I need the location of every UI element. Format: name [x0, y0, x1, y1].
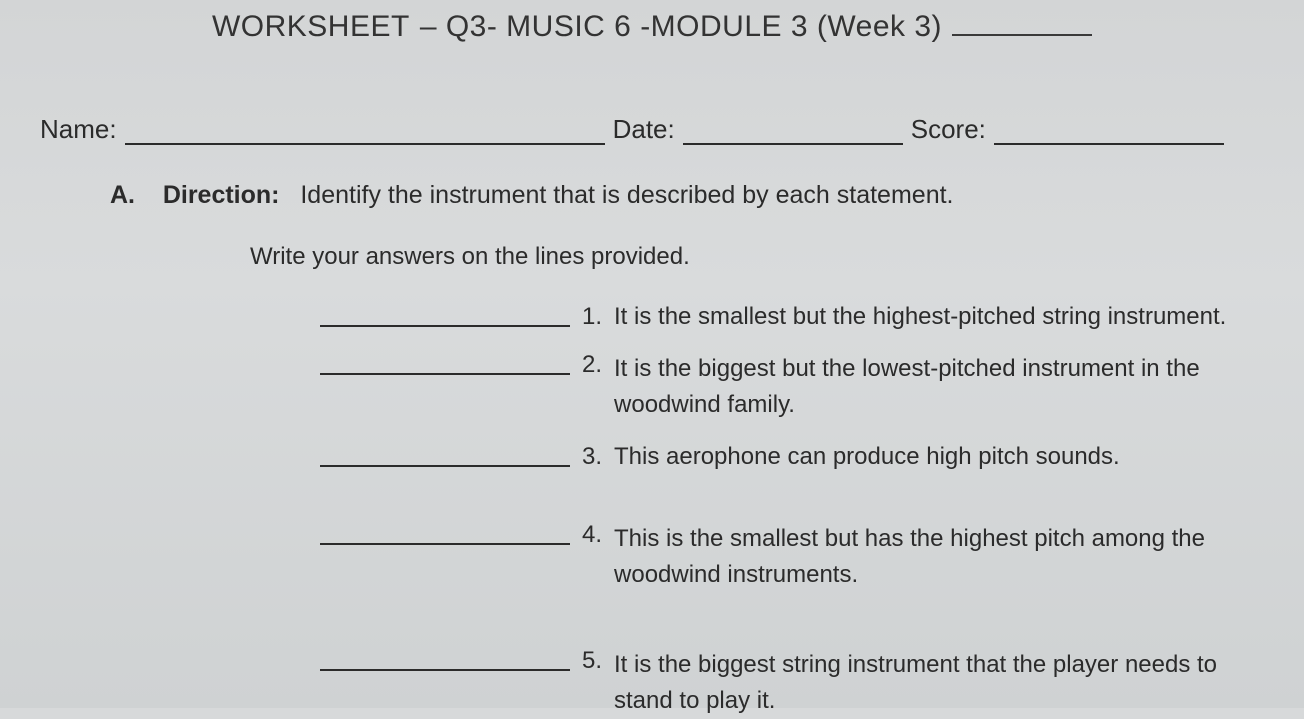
- answer-blank-5[interactable]: [320, 645, 570, 671]
- worksheet-page: WORKSHEET – Q3- MUSIC 6 -MODULE 3 (Week …: [0, 0, 1304, 708]
- item-number: 2.: [582, 349, 602, 379]
- item-text: It is the biggest but the lowest-pitched…: [614, 349, 1264, 423]
- date-label: Date:: [613, 114, 675, 145]
- item-number: 3.: [582, 441, 602, 471]
- direction-label: Direction:: [163, 181, 280, 209]
- answer-blank-2[interactable]: [320, 349, 570, 375]
- items-list: 1. It is the smallest but the highest-pi…: [40, 301, 1264, 719]
- header-underline: [952, 12, 1092, 36]
- header-title: – Q3- MUSIC 6 -MODULE 3 (Week 3): [420, 10, 942, 44]
- item-1: 1. It is the smallest but the highest-pi…: [320, 301, 1264, 331]
- item-text: This is the smallest but has the highest…: [614, 519, 1264, 593]
- name-blank[interactable]: [125, 119, 605, 145]
- header-row: WORKSHEET – Q3- MUSIC 6 -MODULE 3 (Week …: [40, 10, 1264, 44]
- item-number: 4.: [582, 519, 602, 549]
- score-blank[interactable]: [994, 119, 1224, 145]
- item-number: 1.: [582, 301, 602, 331]
- answer-blank-1[interactable]: [320, 301, 570, 327]
- item-text: This aerophone can produce high pitch so…: [614, 441, 1264, 471]
- answer-blank-4[interactable]: [320, 519, 570, 545]
- score-label: Score:: [911, 114, 986, 145]
- item-2: 2. It is the biggest but the lowest-pitc…: [320, 349, 1264, 423]
- item-4: 4. This is the smallest but has the high…: [320, 519, 1264, 593]
- direction-text: Identify the instrument that is describe…: [300, 181, 953, 209]
- name-label: Name:: [40, 114, 117, 145]
- date-blank[interactable]: [683, 119, 903, 145]
- item-text: It is the smallest but the highest-pitch…: [614, 301, 1264, 331]
- subhead: Write your answers on the lines provided…: [40, 243, 1264, 271]
- meta-row: Name: Date: Score:: [40, 114, 1264, 145]
- item-3: 3. This aerophone can produce high pitch…: [320, 441, 1264, 471]
- item-number: 5.: [582, 645, 602, 675]
- answer-blank-3[interactable]: [320, 441, 570, 467]
- section-letter: A.: [110, 181, 135, 209]
- header-prefix: WORKSHEET: [212, 10, 410, 44]
- section-a: A. Direction: Identify the instrument th…: [40, 179, 1264, 213]
